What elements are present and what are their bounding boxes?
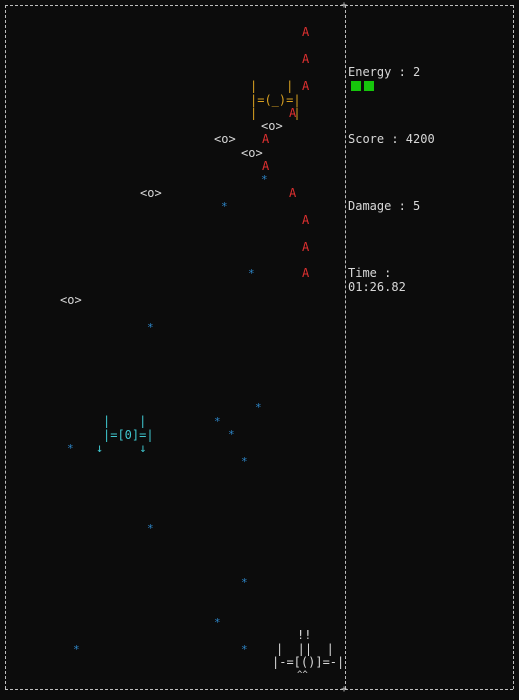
orange-enemy-ship-row: |=(_)=| bbox=[250, 93, 301, 107]
enemy-bullet: A bbox=[262, 132, 270, 146]
asteroid: <o> bbox=[241, 146, 263, 160]
enemy-bullet: A bbox=[302, 213, 310, 227]
time-value: 01:26.82 bbox=[348, 280, 406, 294]
star: * bbox=[261, 173, 268, 186]
cyan-enemy-ship-row: ↓ ↓ bbox=[96, 441, 147, 455]
bottom-border bbox=[5, 689, 513, 690]
score-label: Score : 4200 bbox=[348, 132, 435, 146]
star: * bbox=[241, 643, 248, 656]
star: * bbox=[147, 522, 154, 535]
star: * bbox=[73, 643, 80, 656]
player-ship-row: !! bbox=[297, 628, 312, 642]
player-ship-row: ^^ bbox=[297, 670, 308, 680]
asteroid: <o> bbox=[214, 132, 236, 146]
enemy-bullet: A bbox=[302, 25, 310, 39]
time-label: Time : bbox=[348, 266, 392, 280]
star: * bbox=[147, 321, 154, 334]
enemy-bullet: A bbox=[289, 106, 297, 120]
star: * bbox=[221, 200, 228, 213]
orange-enemy-ship-row: | | bbox=[250, 79, 294, 93]
cyan-enemy-ship-row: |=[0]=| bbox=[103, 428, 154, 442]
cyan-enemy-ship-row: | | bbox=[103, 414, 147, 428]
corner-marker: + bbox=[341, 684, 348, 695]
energy-pip bbox=[351, 81, 361, 91]
right-border bbox=[513, 5, 514, 689]
star: * bbox=[214, 616, 221, 629]
enemy-bullet: A bbox=[302, 52, 310, 66]
asteroid: <o> bbox=[60, 293, 82, 307]
top-border bbox=[5, 5, 513, 6]
damage-label: Damage : 5 bbox=[348, 199, 421, 213]
star: * bbox=[255, 401, 262, 414]
energy-label: Energy : 2 bbox=[348, 65, 421, 79]
divider-border bbox=[345, 5, 346, 689]
asteroid: <o> bbox=[261, 119, 283, 133]
star: * bbox=[67, 442, 74, 455]
star: * bbox=[214, 415, 221, 428]
player-ship-row: | || | bbox=[276, 642, 334, 656]
star: * bbox=[241, 455, 248, 468]
enemy-bullet: A bbox=[289, 186, 297, 200]
asteroid: <o> bbox=[140, 186, 162, 200]
left-border bbox=[5, 5, 6, 689]
energy-pip bbox=[364, 81, 374, 91]
orange-enemy-ship-row: | | bbox=[250, 106, 301, 120]
enemy-bullet: A bbox=[302, 266, 310, 280]
player-ship-row: |-=[()]=-| bbox=[272, 655, 345, 669]
star: * bbox=[241, 576, 248, 589]
enemy-bullet: A bbox=[302, 79, 310, 93]
enemy-bullet: A bbox=[302, 240, 310, 254]
corner-marker: + bbox=[341, 0, 348, 11]
star: * bbox=[228, 428, 235, 441]
star: * bbox=[248, 267, 255, 280]
enemy-bullet: A bbox=[262, 159, 270, 173]
